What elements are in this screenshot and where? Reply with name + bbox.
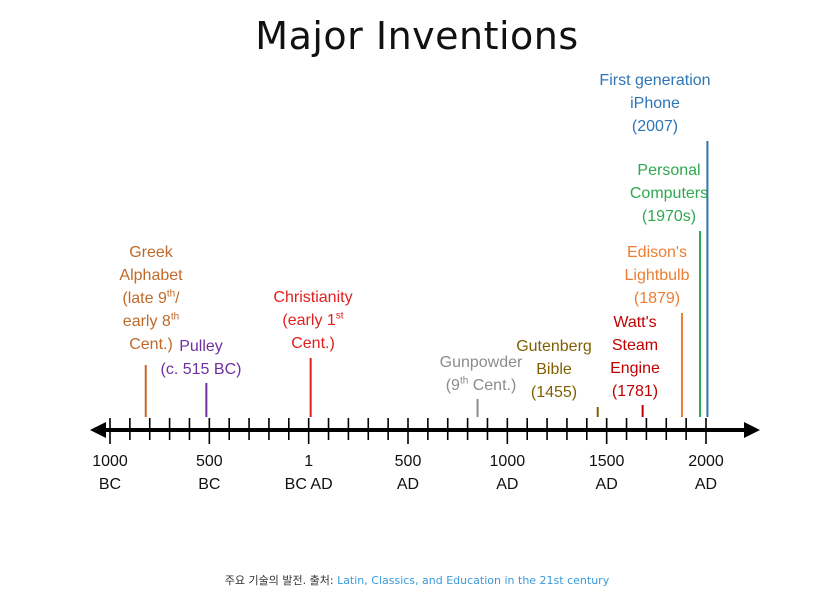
caption-source-link[interactable]: Latin, Classics, and Education in the 21… [337, 574, 610, 587]
event-label-line: (2007) [631, 118, 679, 135]
event-label-line: Cent.) [291, 335, 335, 352]
event-label-line: (1879) [633, 290, 681, 307]
axis-label-era: BC [198, 476, 221, 493]
event-label-line: Greek [129, 244, 173, 261]
event-label-line: (9th Cent.) [445, 375, 517, 394]
event-label-edison: Edison's Lightbulb (1879) [625, 241, 690, 310]
axis-label-era: AD [396, 476, 420, 493]
event-label-gutenberg: Gutenberg Bible (1455) [516, 335, 592, 404]
axis-label-1000ad: 1000 AD [467, 450, 547, 496]
event-label-line: Gutenberg [516, 338, 592, 355]
caption: 주요 기술의 발전. 출처: Latin, Classics, and Educ… [0, 572, 834, 588]
axis-label-1: 1 BC AD [269, 450, 349, 496]
event-label-line: First generation [599, 72, 711, 89]
event-label-pulley: Pulley (c. 515 BC) [161, 335, 242, 381]
event-label-line: Christianity [273, 289, 353, 306]
axis-label-year: 1 [304, 453, 314, 470]
axis-label-2000ad: 2000 AD [666, 450, 746, 496]
event-label-gunpowder: Gunpowder (9th Cent.) [440, 351, 523, 397]
axis-label-year: 1500 [588, 453, 625, 470]
axis-label-1500ad: 1500 AD [567, 450, 647, 496]
event-label-line: (c. 515 BC) [160, 361, 242, 378]
axis-label-era: AD [595, 476, 618, 493]
event-label-iphone: First generation iPhone (2007) [599, 69, 710, 138]
axis-label-era: AD [496, 476, 519, 493]
event-label-pc: Personal Computers (1970s) [630, 159, 708, 228]
event-label-christianity: Christianity (early 1st Cent.) [273, 286, 352, 355]
event-label-watt: Watt's Steam Engine (1781) [610, 311, 660, 403]
event-label-greek: Greek Alphabet (late 9th/early 8th Cent.) [119, 241, 182, 356]
event-label-line: early 8th [122, 311, 180, 330]
event-label-line: Engine [610, 360, 660, 377]
event-label-line: Alphabet [119, 267, 183, 284]
timeline-left-arrow [90, 422, 106, 438]
axis-label-era: BC [98, 476, 122, 493]
axis-label-year: 500 [195, 453, 223, 470]
axis-label-year: 1000 [92, 453, 128, 470]
axis-label-year: 500 [394, 453, 422, 470]
event-label-line: Computers [629, 185, 709, 202]
event-label-line: Lightbulb [624, 267, 690, 284]
event-label-line: (1970s) [641, 208, 697, 225]
event-label-line: (1455) [530, 384, 578, 401]
event-label-line: Pulley [179, 338, 223, 355]
axis-label-era: AD [694, 476, 718, 493]
event-label-line: (early 1st [282, 310, 344, 329]
axis-label-year: 2000 [688, 453, 724, 470]
axis-label-era: BC AD [284, 476, 333, 493]
event-label-line: Edison's [627, 244, 687, 261]
event-label-line: Watt's [613, 314, 657, 331]
event-label-line: iPhone [630, 95, 680, 112]
caption-prefix: 주요 기술의 발전. 출처: [224, 574, 338, 587]
axis-label-year: 1000 [489, 453, 526, 470]
axis-label-1000bc: 1000 BC [70, 450, 150, 496]
event-label-line: Personal [637, 162, 701, 179]
event-label-line: Gunpowder [439, 354, 523, 371]
event-label-line: (late 9th/ [122, 288, 180, 307]
event-label-line: Bible [536, 361, 572, 378]
event-label-line: (1781) [611, 383, 659, 400]
page-title: Major Inventions [255, 14, 579, 58]
axis-label-500ad: 500 AD [368, 450, 448, 496]
event-label-line: Cent.) [129, 336, 173, 353]
event-label-line: Steam [611, 337, 659, 354]
axis-label-500bc: 500 BC [169, 450, 249, 496]
timeline-right-arrow [744, 422, 760, 438]
